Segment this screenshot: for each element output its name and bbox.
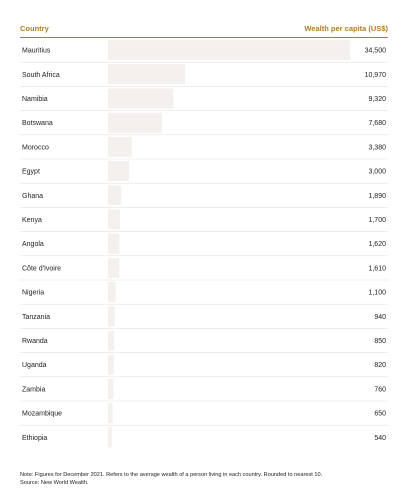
value-label: 1,700 [368,217,386,224]
value-label: 1,100 [368,290,386,297]
value-label: 540 [374,435,386,442]
value-label: 1,610 [368,265,386,272]
bar-14 [108,378,114,399]
country-label: Kenya [22,217,42,224]
value-label: 10,970 [365,72,387,79]
bar-1 [108,64,185,85]
table-header: Country Wealth per capita (US$) [20,24,388,37]
bar-7 [108,209,120,230]
bar-15 [108,403,113,424]
country-label: South Africa [22,72,60,79]
value-label: 34,500 [365,48,387,55]
value-label: 650 [374,411,386,418]
footnote: Note: Figures for December 2021. Refers … [20,471,390,487]
country-label: Mauritius [22,48,51,55]
country-label: Ghana [22,193,43,200]
value-label: 3,000 [368,169,386,176]
header-rule [20,37,388,38]
value-label: 760 [374,386,386,393]
bar-16 [108,427,112,448]
country-label: Morocco [22,144,49,151]
bar-4 [108,136,132,157]
value-label: 850 [374,338,386,345]
value-label: 940 [374,314,386,321]
bar-13 [108,354,114,375]
country-column-header: Country [20,24,49,33]
bar-12 [108,330,114,351]
bar-9 [108,257,120,278]
country-label: Mozambique [22,411,62,418]
bar-2 [108,88,174,109]
value-label: 820 [374,362,386,369]
country-label: Botswana [22,120,53,127]
footnote-source: Source: New World Wealth. [20,480,89,486]
value-label: 3,380 [368,144,386,151]
wealth-column-header: Wealth per capita (US$) [304,24,388,33]
country-label: Ethiopia [22,435,47,442]
bar-5 [108,161,130,182]
country-label: Rwanda [22,338,48,345]
bar-0 [108,40,350,61]
wealth-bar-chart: Mauritius 34,500 South Africa 10,970 Namibia… [20,40,388,448]
bar-3 [108,112,162,133]
country-label: Nigeria [22,290,44,297]
footnote-note: Note: Figures for December 2021. Refers … [20,472,323,478]
country-label: Tanzania [22,314,50,321]
bar-10 [108,282,116,303]
bar-11 [108,306,115,327]
country-label: Uganda [22,362,47,369]
value-label: 1,890 [368,193,386,200]
bar-8 [108,233,120,254]
value-label: 1,620 [368,241,386,248]
country-label: Namibia [22,96,48,103]
country-label: Zambia [22,386,45,393]
country-label: Angola [22,241,44,248]
bar-6 [108,185,122,206]
value-label: 7,680 [368,120,386,127]
country-label: Côte d'Ivoire [22,265,61,272]
country-label: Egypt [22,169,40,176]
value-label: 9,320 [368,96,386,103]
